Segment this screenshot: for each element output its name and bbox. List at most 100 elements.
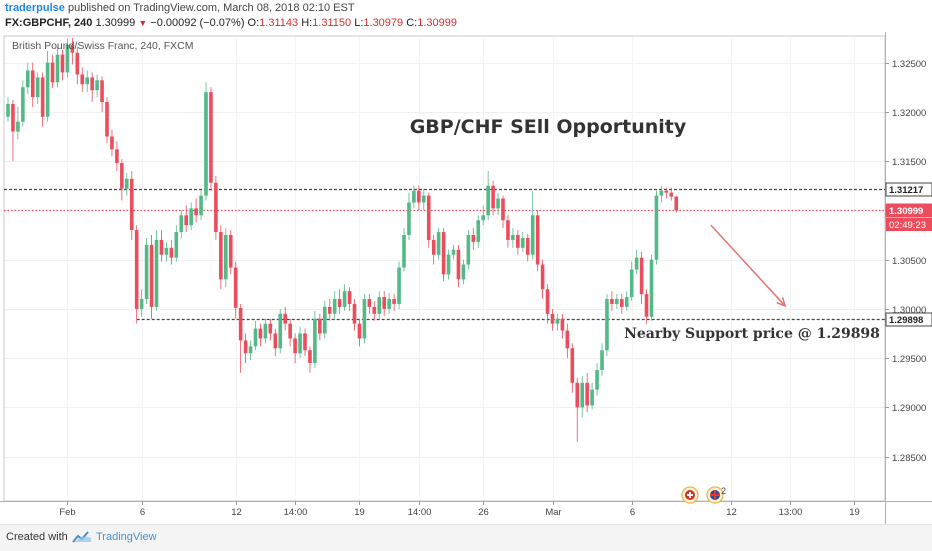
candle-down xyxy=(238,303,243,373)
candle-up xyxy=(521,232,525,252)
candle-down xyxy=(70,37,75,65)
candle-body xyxy=(511,235,515,240)
candle-body xyxy=(139,299,144,309)
candle-body xyxy=(575,382,580,408)
candle-body xyxy=(6,103,10,117)
candle-body xyxy=(323,306,327,334)
candle-body xyxy=(154,239,159,307)
candle-body xyxy=(16,121,20,132)
candle-body xyxy=(199,195,203,216)
candle-up xyxy=(595,363,599,396)
candle-body xyxy=(669,192,674,197)
candle-down xyxy=(318,313,322,341)
candle-body xyxy=(392,299,396,304)
candle-body xyxy=(26,70,30,88)
candlestick-chart[interactable]: 1.325001.320001.315001.310001.305001.300… xyxy=(0,32,932,524)
candle-up xyxy=(451,244,456,260)
candle-body xyxy=(357,323,362,339)
candle-body xyxy=(105,102,109,137)
candle-body xyxy=(644,294,649,317)
candle-body xyxy=(481,215,485,221)
candle-body xyxy=(45,62,50,117)
candle-body xyxy=(501,198,505,221)
candle-body xyxy=(21,87,25,122)
open-value: 1.31143 xyxy=(259,17,299,29)
instrument-label: British Pound/Swiss Franc, 240, FXCM xyxy=(12,40,193,52)
candle-body xyxy=(585,382,589,406)
candle-body xyxy=(486,185,490,216)
candle-down xyxy=(516,230,520,255)
candle-up xyxy=(461,259,466,285)
high-label: H: xyxy=(301,17,313,29)
candle-up xyxy=(496,192,500,216)
candle-up xyxy=(164,241,169,262)
candle-up xyxy=(600,343,604,376)
candle-up xyxy=(95,74,99,98)
candle-up xyxy=(253,320,258,351)
candle-up xyxy=(407,192,411,240)
candle-body xyxy=(352,303,357,324)
candle-body xyxy=(228,235,233,268)
username-link[interactable]: traderpulse xyxy=(5,2,65,14)
price-tick-label: 1.29000 xyxy=(892,403,926,414)
candle-down xyxy=(372,301,377,321)
candle-body xyxy=(55,54,60,83)
candle-down xyxy=(545,284,550,324)
candle-body xyxy=(30,70,35,98)
footer-bar: Created with TradingView xyxy=(0,524,932,551)
candle-body xyxy=(342,291,347,307)
candle-body xyxy=(85,77,89,85)
candle-down xyxy=(664,187,669,199)
ohlc-line: FX:GBPCHF, 240 1.30999 ▼ −0.00092 (−0.07… xyxy=(5,17,457,29)
price-tick-label: 1.32000 xyxy=(892,108,926,119)
candle-up xyxy=(85,70,89,93)
candle-body xyxy=(40,77,45,117)
candle-down xyxy=(669,187,674,201)
candle-down xyxy=(382,291,386,316)
candle-body xyxy=(530,215,535,255)
candle-up xyxy=(486,170,490,221)
candle-body xyxy=(412,190,416,203)
candle-down xyxy=(303,328,307,357)
candle-body xyxy=(506,220,510,240)
candle-body xyxy=(120,163,124,189)
candle-body xyxy=(555,318,560,324)
candle-up xyxy=(144,237,149,304)
candle-body xyxy=(327,306,332,314)
candle-down xyxy=(40,72,45,127)
event-icons[interactable]: 2 xyxy=(681,486,726,504)
close-label: C: xyxy=(406,17,418,29)
candle-body xyxy=(174,232,179,258)
candle-body xyxy=(169,247,174,258)
candle-down xyxy=(506,215,510,248)
candle-up xyxy=(624,291,629,311)
candle-up xyxy=(189,202,193,231)
candle-body xyxy=(382,297,386,309)
candle-down xyxy=(639,251,644,304)
candle-down xyxy=(288,318,292,347)
candle-up xyxy=(659,185,664,203)
candle-body xyxy=(624,297,629,307)
candle-body xyxy=(219,232,223,280)
candle-down xyxy=(233,261,238,319)
time-axis: Feb 6 12 14:00 19 14:00 26 Mar 6 12 13:00 19 xyxy=(59,501,860,518)
candle-down xyxy=(115,141,119,171)
candle-up xyxy=(615,294,619,309)
candle-body xyxy=(595,369,599,390)
candle-down xyxy=(90,72,94,103)
candle-down xyxy=(214,175,218,240)
candle-up xyxy=(204,82,208,201)
candle-down xyxy=(565,323,570,359)
candle-body xyxy=(179,215,184,233)
candle-up xyxy=(530,190,535,260)
candle-body xyxy=(110,136,114,150)
chart-background xyxy=(0,32,932,524)
candle-up xyxy=(402,228,406,272)
tradingview-brand[interactable]: TradingView xyxy=(96,531,157,543)
tradingview-logo-icon[interactable] xyxy=(72,530,92,544)
candle-body xyxy=(100,80,104,103)
price-level-tag xyxy=(885,203,932,218)
candle-body xyxy=(60,54,65,73)
low-value: 1.30979 xyxy=(363,17,404,29)
candle-up xyxy=(313,310,317,369)
